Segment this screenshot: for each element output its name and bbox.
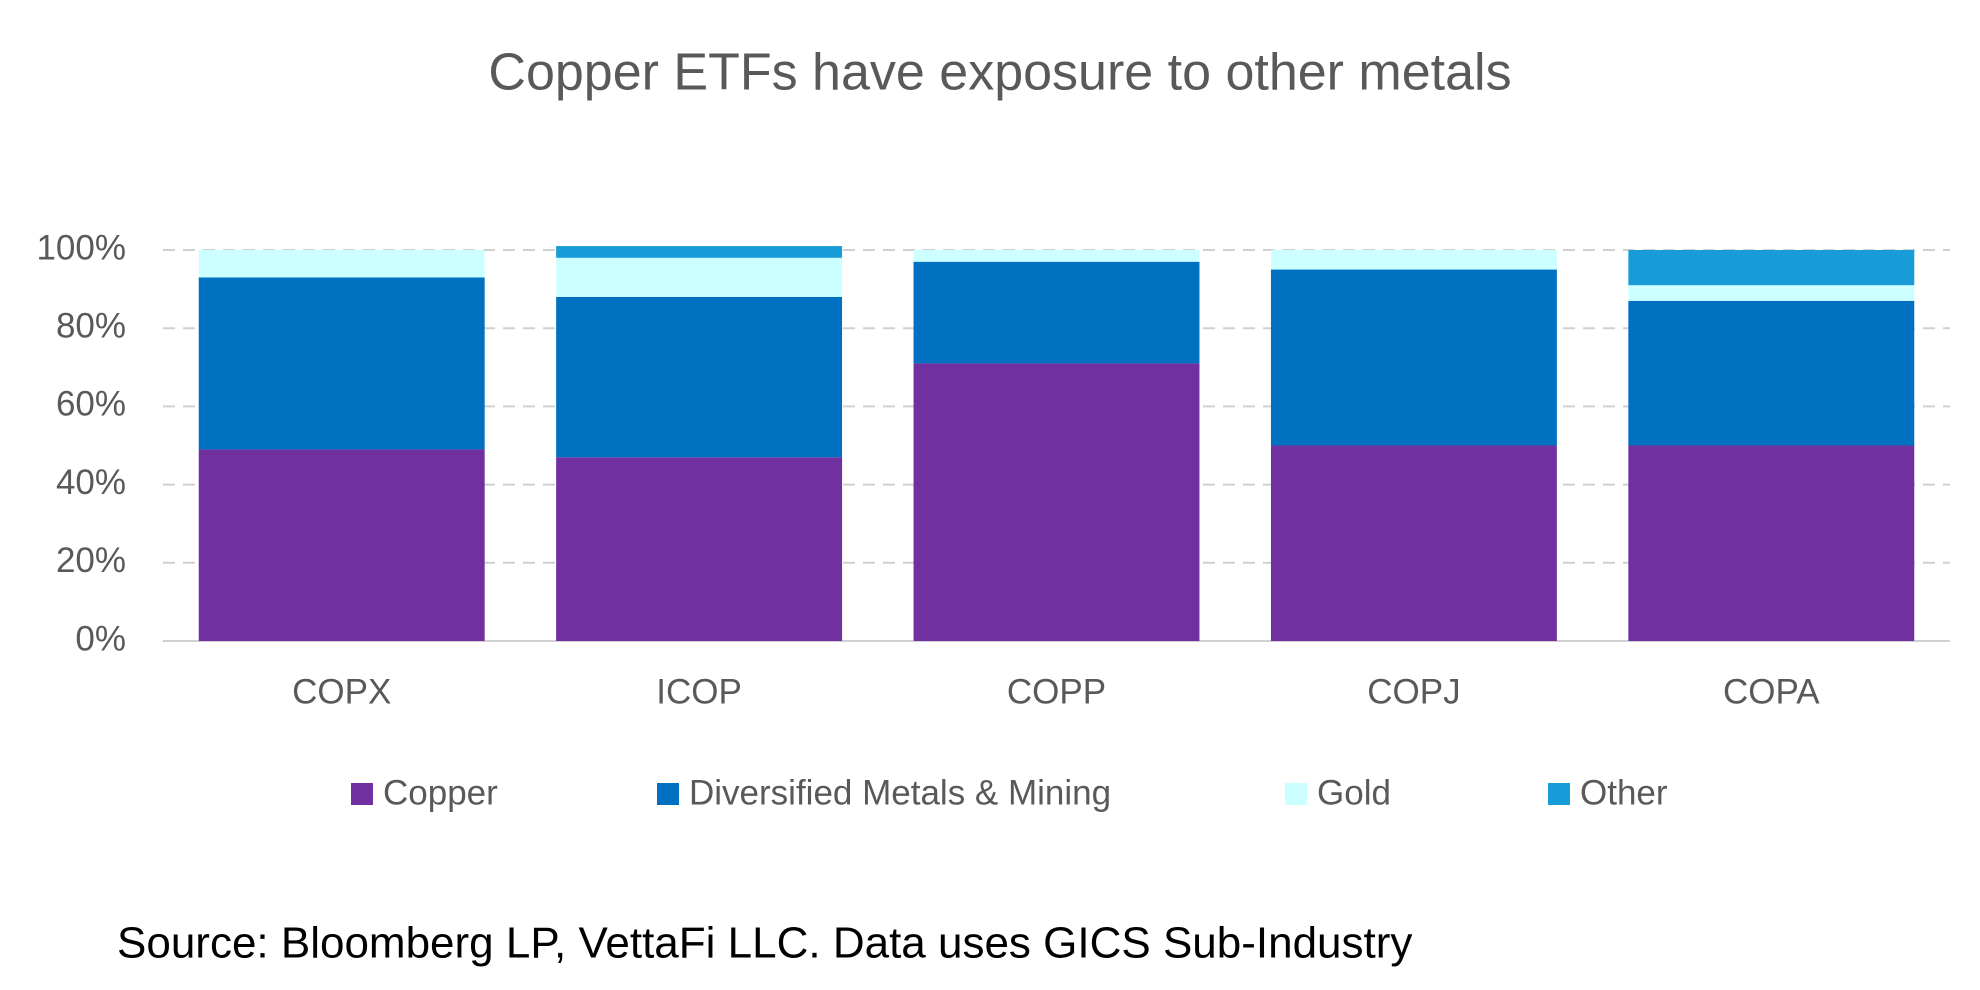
bar-segment — [556, 457, 843, 641]
chart-title: Copper ETFs have exposure to other metal… — [488, 44, 1511, 102]
bar-segment — [1628, 250, 1915, 286]
bar-segment — [198, 277, 485, 450]
y-tick-label: 80% — [56, 306, 126, 345]
bar-segment — [913, 250, 1200, 262]
legend-label: Copper — [383, 773, 498, 812]
x-tick-label: COPJ — [1367, 672, 1460, 711]
bar-segment — [1628, 285, 1915, 301]
x-tick-label: COPX — [292, 672, 391, 711]
y-tick-label: 60% — [56, 385, 126, 424]
legend-swatch — [351, 783, 373, 805]
bar-segment — [198, 449, 485, 641]
bar-segment — [913, 261, 1200, 364]
bar-segment — [1628, 445, 1915, 641]
x-tick-label: COPP — [1007, 672, 1106, 711]
legend-label: Gold — [1317, 773, 1391, 812]
bar-segment — [556, 246, 843, 258]
bar-segment — [198, 250, 485, 278]
legend-label: Other — [1580, 773, 1668, 812]
y-tick-label: 40% — [56, 463, 126, 502]
legend-label: Diversified Metals & Mining — [689, 773, 1111, 812]
bar-segment — [913, 363, 1200, 641]
y-tick-label: 0% — [75, 619, 126, 658]
source-note: Source: Bloomberg LP, VettaFi LLC. Data … — [117, 919, 1412, 968]
x-tick-label: COPA — [1723, 672, 1820, 711]
bar-segment — [1270, 269, 1557, 446]
legend-swatch — [657, 783, 679, 805]
y-tick-label: 20% — [56, 541, 126, 580]
bar-segment — [556, 296, 843, 458]
bar-segment — [1628, 300, 1915, 446]
x-tick-label: ICOP — [656, 672, 742, 711]
bar-segment — [1270, 250, 1557, 270]
legend-swatch — [1548, 783, 1570, 805]
bar-segment — [1270, 445, 1557, 641]
y-tick-label: 100% — [36, 228, 126, 267]
legend-swatch — [1285, 783, 1307, 805]
bar-segment — [556, 257, 843, 297]
